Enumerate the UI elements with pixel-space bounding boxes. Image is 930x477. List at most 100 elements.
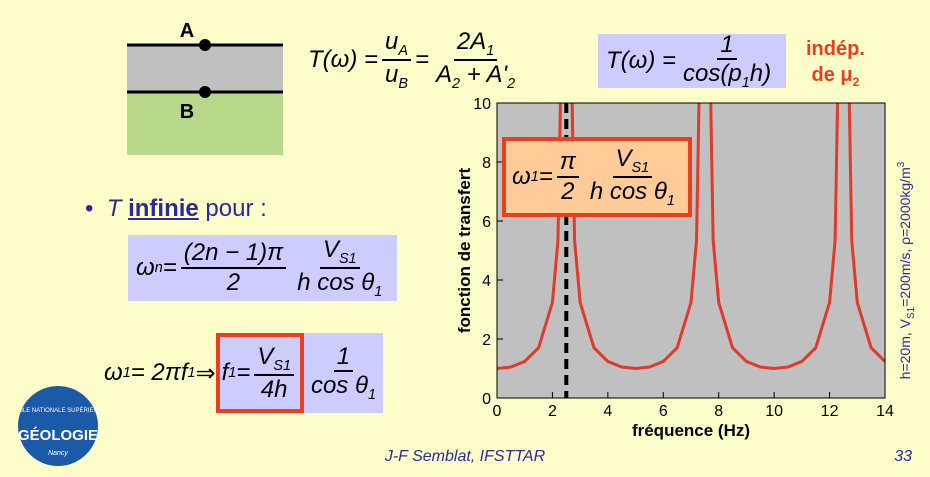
note-sub: 2 <box>852 75 860 89</box>
eq-sub: 1 <box>486 42 495 59</box>
y-tick-label: 8 <box>482 155 491 172</box>
fraction: VS1 h cos θ1 <box>294 236 385 301</box>
eq-sub: 1 <box>741 74 750 91</box>
side-label-part: h=20m, V <box>897 318 913 379</box>
eq-simplified: T(ω) = 1 cos(p1h) <box>598 31 787 91</box>
x-tick-label: 14 <box>876 403 894 420</box>
eq-text: u <box>385 28 399 55</box>
eq-sub: 1 <box>374 283 383 300</box>
point-b <box>199 86 211 98</box>
x-axis-label: fréquence (Hz) <box>632 421 750 440</box>
eq-text: ω <box>136 254 155 281</box>
y-tick-label: 0 <box>482 391 491 408</box>
layer-top <box>127 45 283 92</box>
eq-text: u <box>385 61 399 89</box>
eq-sub: B <box>398 76 408 93</box>
eq-text: f <box>221 359 229 386</box>
label-b: B <box>180 101 194 123</box>
logo-city: Nancy <box>48 450 68 457</box>
eq-text: h) <box>749 60 772 88</box>
side-label-part: S1 <box>906 306 917 319</box>
eq-text: 2 <box>226 269 241 296</box>
footer-author: J-F Semblat, IFSTTAR <box>384 448 546 465</box>
eq-text: 2A <box>456 28 487 55</box>
logo-top: ÉCOLE NATIONALE SUPÉRIEURE <box>10 407 106 414</box>
eq-text: (2n − 1)π <box>180 239 287 269</box>
eq-sub: 1 <box>122 365 131 381</box>
x-tick-label: 2 <box>548 403 557 420</box>
footer-page: 33 <box>894 448 912 465</box>
fraction: uA uB <box>382 28 411 93</box>
x-tick-label: 4 <box>603 403 612 420</box>
eq-sub: 2 <box>507 76 516 93</box>
point-a <box>199 39 211 51</box>
eq-sub: S1 <box>273 357 291 374</box>
fraction: 2A1 A2 + A'2 <box>433 28 518 93</box>
eq-sub: 2 <box>452 76 461 93</box>
eq-text: = <box>538 163 553 190</box>
eq-text: cos(p <box>683 60 742 88</box>
y-tick-label: 2 <box>482 332 491 349</box>
eq-text: h cos θ <box>297 269 375 296</box>
eq-text: = <box>236 359 251 386</box>
note: indép. de μ2 <box>806 36 865 95</box>
eq-text: = <box>415 46 430 74</box>
fraction: VS1 4h <box>254 343 294 404</box>
eq-sub: 1 <box>187 365 196 381</box>
eq-text: ω <box>104 359 123 386</box>
eq-sub: n <box>154 260 163 276</box>
bullet: • T infinie pour : <box>85 195 267 222</box>
x-tick-label: 6 <box>659 403 668 420</box>
eq-sub: A <box>398 42 408 59</box>
eq-sub: 1 <box>368 386 377 403</box>
bullet-rest: pour : <box>198 195 267 222</box>
note-line: de μ2 <box>806 62 865 95</box>
y-tick-label: 10 <box>473 96 491 113</box>
eq-text: 1 <box>333 343 354 373</box>
x-tick-label: 12 <box>821 403 839 420</box>
eq-sub: S1 <box>338 250 357 267</box>
x-tick-label: 0 <box>493 403 502 420</box>
eq-text: V <box>257 342 274 370</box>
note-text: de μ <box>811 64 853 86</box>
y-tick-label: 6 <box>482 214 491 231</box>
eq-text: 2 <box>561 178 575 205</box>
side-label-part: 3 <box>896 161 907 167</box>
eq-sub: 1 <box>666 192 675 209</box>
logo-circle <box>18 386 98 466</box>
eq-text: A <box>436 61 453 89</box>
eq-sub: 1 <box>530 169 539 185</box>
fraction: (2n − 1)π 2 <box>180 239 287 296</box>
fraction: VS1 h cos θ1 <box>587 145 678 210</box>
eq-text: V <box>615 144 632 172</box>
x-tick-label: 10 <box>765 403 783 420</box>
eq-text: V <box>322 235 339 263</box>
y-tick-label: 4 <box>482 273 491 290</box>
fraction: 1 cos θ1 <box>308 343 379 404</box>
eq-text: 4h <box>260 375 288 403</box>
eq-text: π <box>556 148 579 178</box>
eq-text: T(ω) = <box>606 47 677 74</box>
transfer-curve <box>497 103 885 371</box>
logo-name: GÉOLOGIE <box>18 427 98 444</box>
eq-text: = <box>162 254 177 281</box>
eq-text: cos θ <box>310 372 368 400</box>
eq-transfer: T(ω) = uA uB = 2A1 A2 + A'2 <box>308 28 522 93</box>
eq-text: h cos θ <box>589 178 667 205</box>
side-label: h=20m, VS1=200m/s, ρ=2000kg/m3 <box>896 161 917 379</box>
eq-text: + A' <box>460 61 508 89</box>
bullet-t: T <box>106 195 122 222</box>
note-line: indép. <box>806 38 865 60</box>
eq-sub: 1 <box>228 365 237 381</box>
plot-frame <box>496 102 886 399</box>
layer-bottom <box>127 92 283 155</box>
eq-text: T(ω) = <box>308 46 379 74</box>
x-tick-label: 8 <box>714 403 723 420</box>
eq-text: 1 <box>717 31 737 61</box>
fraction: 1 cos(p1h) <box>680 31 774 92</box>
